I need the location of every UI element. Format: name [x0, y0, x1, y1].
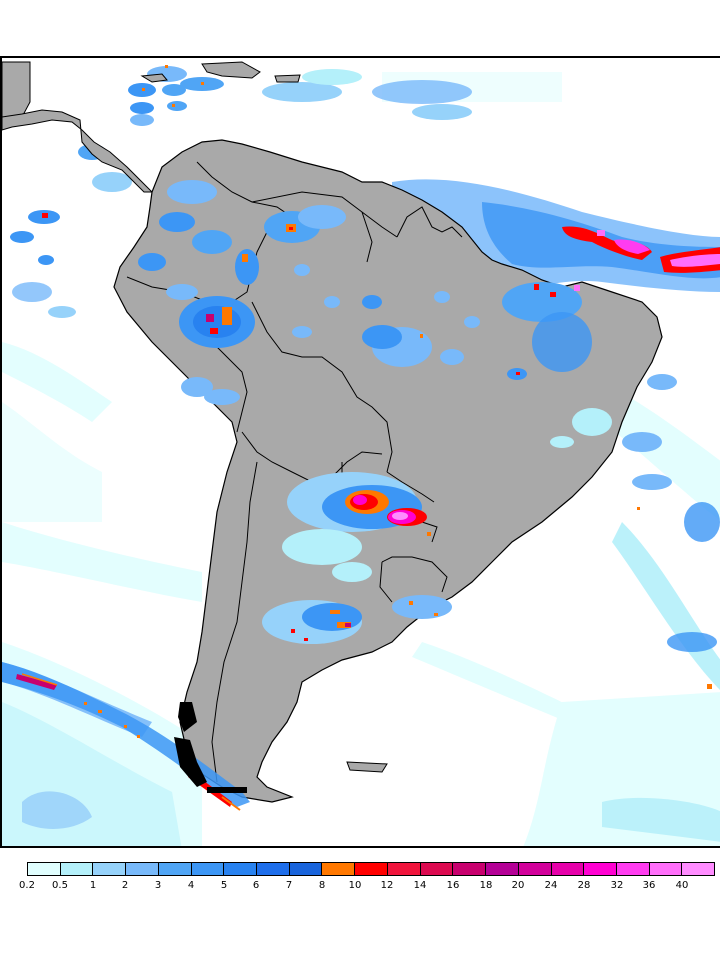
- colorbar-label: 14: [413, 880, 427, 891]
- buenos-aires-cluster: [262, 595, 452, 644]
- colorbar-labels: 0.2 0.5 1 2 3 4 5 6 7 8 10 12 14 16 18 2…: [19, 880, 715, 894]
- colorbar-bin: [649, 863, 683, 875]
- atlantic-south-cells: [622, 374, 720, 689]
- caribbean-precip: [10, 65, 472, 318]
- colorbar-bin: [322, 863, 356, 875]
- chile-fjords: [174, 702, 247, 793]
- colorbar-label: 10: [348, 880, 362, 891]
- colorbar: [27, 862, 715, 876]
- colorbar-bin: [486, 863, 519, 875]
- colorbar-label: 4: [187, 880, 195, 891]
- colorbar-bin: [28, 863, 61, 875]
- land-precip: [138, 180, 612, 448]
- colorbar-label: 28: [577, 880, 591, 891]
- colorbar-bin-end: [682, 863, 715, 875]
- colorbar-label: 6: [252, 880, 260, 891]
- colorbar-label: 3: [154, 880, 162, 891]
- colorbar-bin: [453, 863, 487, 875]
- colorbar-label: 2: [121, 880, 129, 891]
- colorbar-bin: [257, 863, 290, 875]
- colorbar-bin: [191, 863, 225, 875]
- colorbar-bin: [60, 863, 94, 875]
- colorbar-bin: [355, 863, 388, 875]
- colorbar-bin: [158, 863, 192, 875]
- colorbar-label: 8: [318, 880, 326, 891]
- colorbar-label: 24: [544, 880, 558, 891]
- colorbar-label: 20: [511, 880, 525, 891]
- central-america: [2, 61, 301, 193]
- colorbar-bin: [289, 863, 323, 875]
- colorbar-bin: [616, 863, 650, 875]
- colorbar-label: 32: [610, 880, 624, 891]
- colorbar-label: 5: [220, 880, 228, 891]
- colorbar-label: 12: [380, 880, 394, 891]
- colorbar-bin: [387, 863, 421, 875]
- paraguay-storm-cluster: [282, 472, 431, 582]
- ocean-precip-light: [2, 72, 720, 846]
- colorbar-label: 0.5: [52, 880, 68, 891]
- colorbar-bin: [584, 863, 617, 875]
- colorbar-label: 0.2: [19, 880, 35, 891]
- colorbar-bin: [93, 863, 127, 875]
- colorbar-label: 40: [675, 880, 689, 891]
- colorbar-label: 7: [285, 880, 293, 891]
- colorbar-label: 1: [89, 880, 97, 891]
- map-canvas: [2, 58, 720, 846]
- colorbar-label: 16: [446, 880, 460, 891]
- colorbar-bin: [420, 863, 454, 875]
- colorbar-bin: [518, 863, 552, 875]
- colorbar-label: 18: [479, 880, 493, 891]
- colorbar-bin: [224, 863, 258, 875]
- precipitation-map: [0, 56, 720, 848]
- colorbar-label: 36: [642, 880, 656, 891]
- colorbar-bin: [126, 863, 159, 875]
- colorbar-bin: [551, 863, 585, 875]
